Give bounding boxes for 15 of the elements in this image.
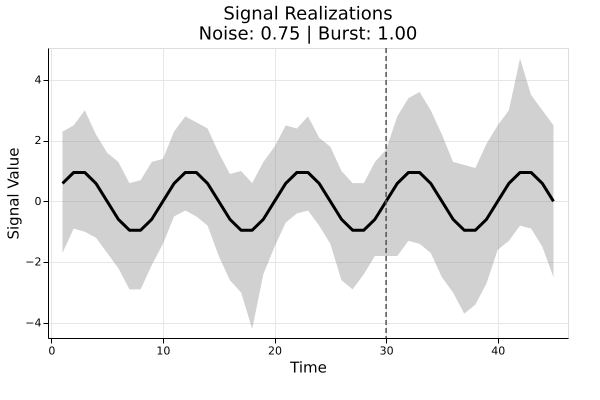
x-tick-label: 40	[491, 344, 506, 358]
y-tick-label: 0	[34, 194, 42, 208]
y-tick-label: 2	[34, 134, 42, 148]
x-tick-label: 30	[380, 344, 394, 358]
y-axis-title: Signal Value	[4, 147, 22, 240]
line-series	[61, 171, 555, 232]
y-tick-label: −2	[25, 256, 42, 269]
x-axis-title: Time	[289, 358, 327, 376]
x-tick-label: 20	[268, 344, 282, 358]
chart-subtitle: Noise: 0.75 | Burst: 1.00	[198, 23, 418, 44]
x-tick-label: 10	[156, 344, 170, 358]
y-tick-label: 4	[34, 73, 42, 86]
y-tick-label: −4	[25, 316, 42, 330]
x-tick-label: 0	[48, 344, 56, 358]
chart-title: Signal Realizations	[223, 3, 393, 24]
